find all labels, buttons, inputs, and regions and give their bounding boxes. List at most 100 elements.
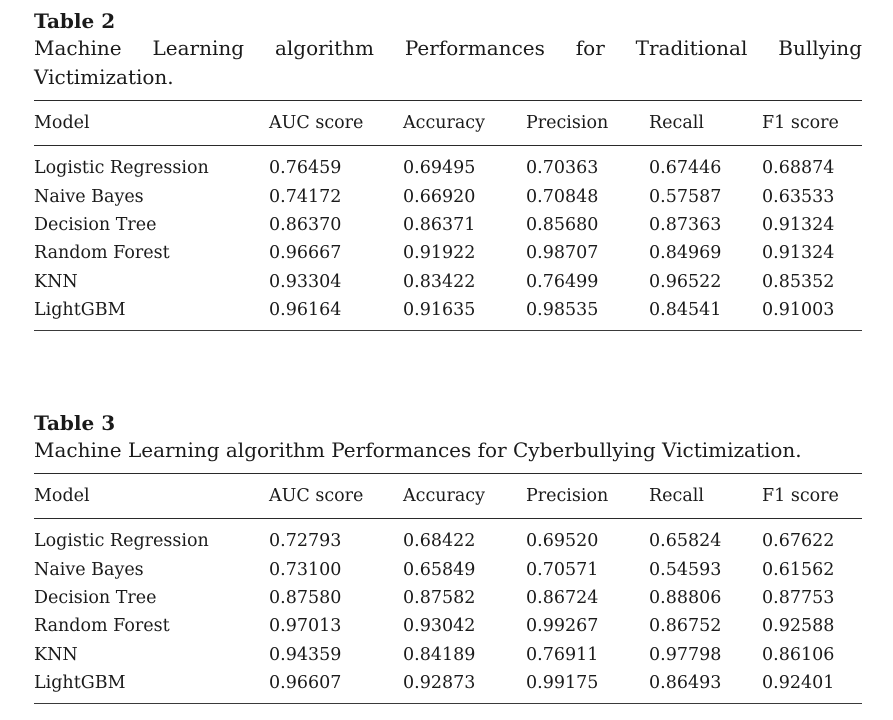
table-2-label: Table 2 <box>34 9 116 33</box>
cell-precision: 0.76911 <box>526 644 599 665</box>
table-3-label: Table 3 <box>34 411 116 435</box>
cell-recall: 0.86493 <box>649 673 722 694</box>
table-2-caption-line-2: Victimization. <box>34 65 174 89</box>
table-row: KNN 0.93304 0.83422 0.76499 0.96522 0.85352 <box>34 268 862 296</box>
cell-model: LightGBM <box>34 673 126 694</box>
cell-auc: 0.74172 <box>269 186 342 207</box>
header-model: Model <box>34 486 90 506</box>
cell-model: KNN <box>34 644 78 665</box>
cell-accuracy: 0.92873 <box>403 673 476 694</box>
table-row: Random Forest 0.97013 0.93042 0.99267 0.8675… <box>34 612 862 640</box>
cell-precision: 0.86724 <box>526 587 599 608</box>
cell-accuracy: 0.65849 <box>403 559 476 580</box>
cell-f1: 0.86106 <box>762 644 835 665</box>
cell-accuracy: 0.93042 <box>403 616 476 637</box>
table-2: Model AUC score Accuracy Precision Recal… <box>34 101 862 330</box>
header-rule <box>34 145 269 146</box>
header-rule-cell <box>34 518 269 519</box>
cell-f1: 0.87753 <box>762 587 835 608</box>
cell-model: Logistic Regression <box>34 158 209 179</box>
table-2-caption: Machine Learning algorithm Performances … <box>34 34 862 92</box>
table-row: Decision Tree 0.87580 0.87582 0.86724 0.8880… <box>34 584 862 612</box>
header-rule-cell <box>526 145 649 146</box>
header-rule <box>762 518 862 519</box>
cell-auc: 0.93304 <box>269 271 342 292</box>
cell-model: Logistic Regression <box>34 531 209 552</box>
header-precision: Precision <box>526 486 609 506</box>
table-row: KNN 0.94359 0.84189 0.76911 0.97798 0.86106 <box>34 641 862 669</box>
header-rule-cell <box>269 145 403 146</box>
cell-precision: 0.99175 <box>526 673 599 694</box>
header-f1: F1 score <box>762 486 839 506</box>
table-3-body: Logistic Regression 0.72793 0.68422 0.69520… <box>34 518 862 703</box>
header-model: Model <box>34 113 90 133</box>
header-rule-cell <box>403 145 526 146</box>
header-rule-cell <box>526 518 649 519</box>
cell-auc: 0.86370 <box>269 214 342 235</box>
cell-precision: 0.85680 <box>526 214 599 235</box>
cell-recall: 0.65824 <box>649 531 722 552</box>
table-row: Naive Bayes 0.73100 0.65849 0.70571 0.54593 0… <box>34 555 862 583</box>
cell-f1: 0.67622 <box>762 531 835 552</box>
header-rule-cell <box>269 518 403 519</box>
header-rule <box>762 145 862 146</box>
cell-precision: 0.70363 <box>526 158 599 179</box>
header-recall: Recall <box>649 113 704 133</box>
cell-precision: 0.76499 <box>526 271 599 292</box>
cell-model: Decision Tree <box>34 587 157 608</box>
cell-accuracy: 0.87582 <box>403 587 476 608</box>
header-rule <box>34 518 269 519</box>
cell-recall: 0.97798 <box>649 644 722 665</box>
cell-recall: 0.88806 <box>649 587 722 608</box>
cell-accuracy: 0.91922 <box>403 243 476 264</box>
cell-accuracy: 0.91635 <box>403 300 476 321</box>
cell-accuracy: 0.83422 <box>403 271 476 292</box>
cell-precision: 0.70571 <box>526 559 599 580</box>
cell-auc: 0.96667 <box>269 243 342 264</box>
cell-auc: 0.76459 <box>269 158 342 179</box>
cell-f1: 0.91003 <box>762 300 835 321</box>
cell-recall: 0.67446 <box>649 158 722 179</box>
cell-auc: 0.94359 <box>269 644 342 665</box>
cell-accuracy: 0.66920 <box>403 186 476 207</box>
cell-accuracy: 0.86371 <box>403 214 476 235</box>
cell-model: Naive Bayes <box>34 559 144 580</box>
table-3-caption-line-1: Machine Learning algorithm Performances … <box>34 438 802 462</box>
cell-accuracy: 0.69495 <box>403 158 476 179</box>
table-row: Logistic Regression 0.76459 0.69495 0.70363… <box>34 154 862 182</box>
header-accuracy: Accuracy <box>403 113 485 133</box>
cell-accuracy: 0.84189 <box>403 644 476 665</box>
spacer-row <box>34 519 862 527</box>
cell-f1: 0.85352 <box>762 271 835 292</box>
table-row: Logistic Regression 0.72793 0.68422 0.69520… <box>34 527 862 555</box>
table-row: Random Forest 0.96667 0.91922 0.98707 0.8496… <box>34 239 862 267</box>
header-rule-cell <box>403 518 526 519</box>
table-3-block: Table 3 Machine Learning algorithm Perfo… <box>34 410 862 705</box>
cell-precision: 0.99267 <box>526 616 599 637</box>
header-rule <box>649 518 762 519</box>
header-rule <box>526 145 649 146</box>
header-rule <box>403 145 526 146</box>
header-recall: Recall <box>649 486 704 506</box>
table-2-header-row: Model AUC score Accuracy Precision Recal… <box>34 101 862 145</box>
table-2-body: Logistic Regression 0.76459 0.69495 0.70363… <box>34 145 862 330</box>
header-precision: Precision <box>526 113 609 133</box>
table-2-top-rule <box>34 100 862 101</box>
cell-accuracy: 0.68422 <box>403 531 476 552</box>
header-rule-cell <box>762 145 862 146</box>
cell-precision: 0.69520 <box>526 531 599 552</box>
table-3-bottom-rule <box>34 703 862 705</box>
header-f1: F1 score <box>762 113 839 133</box>
header-rule <box>403 518 526 519</box>
cell-precision: 0.70848 <box>526 186 599 207</box>
cell-auc: 0.97013 <box>269 616 342 637</box>
cell-f1: 0.68874 <box>762 158 835 179</box>
header-auc: AUC score <box>269 113 364 133</box>
table-3-caption: Machine Learning algorithm Performances … <box>34 436 862 465</box>
header-rule-cell <box>34 145 269 146</box>
cell-auc: 0.96164 <box>269 300 342 321</box>
cell-model: Random Forest <box>34 243 170 264</box>
header-auc: AUC score <box>269 486 364 506</box>
cell-auc: 0.87580 <box>269 587 342 608</box>
cell-f1: 0.92588 <box>762 616 835 637</box>
